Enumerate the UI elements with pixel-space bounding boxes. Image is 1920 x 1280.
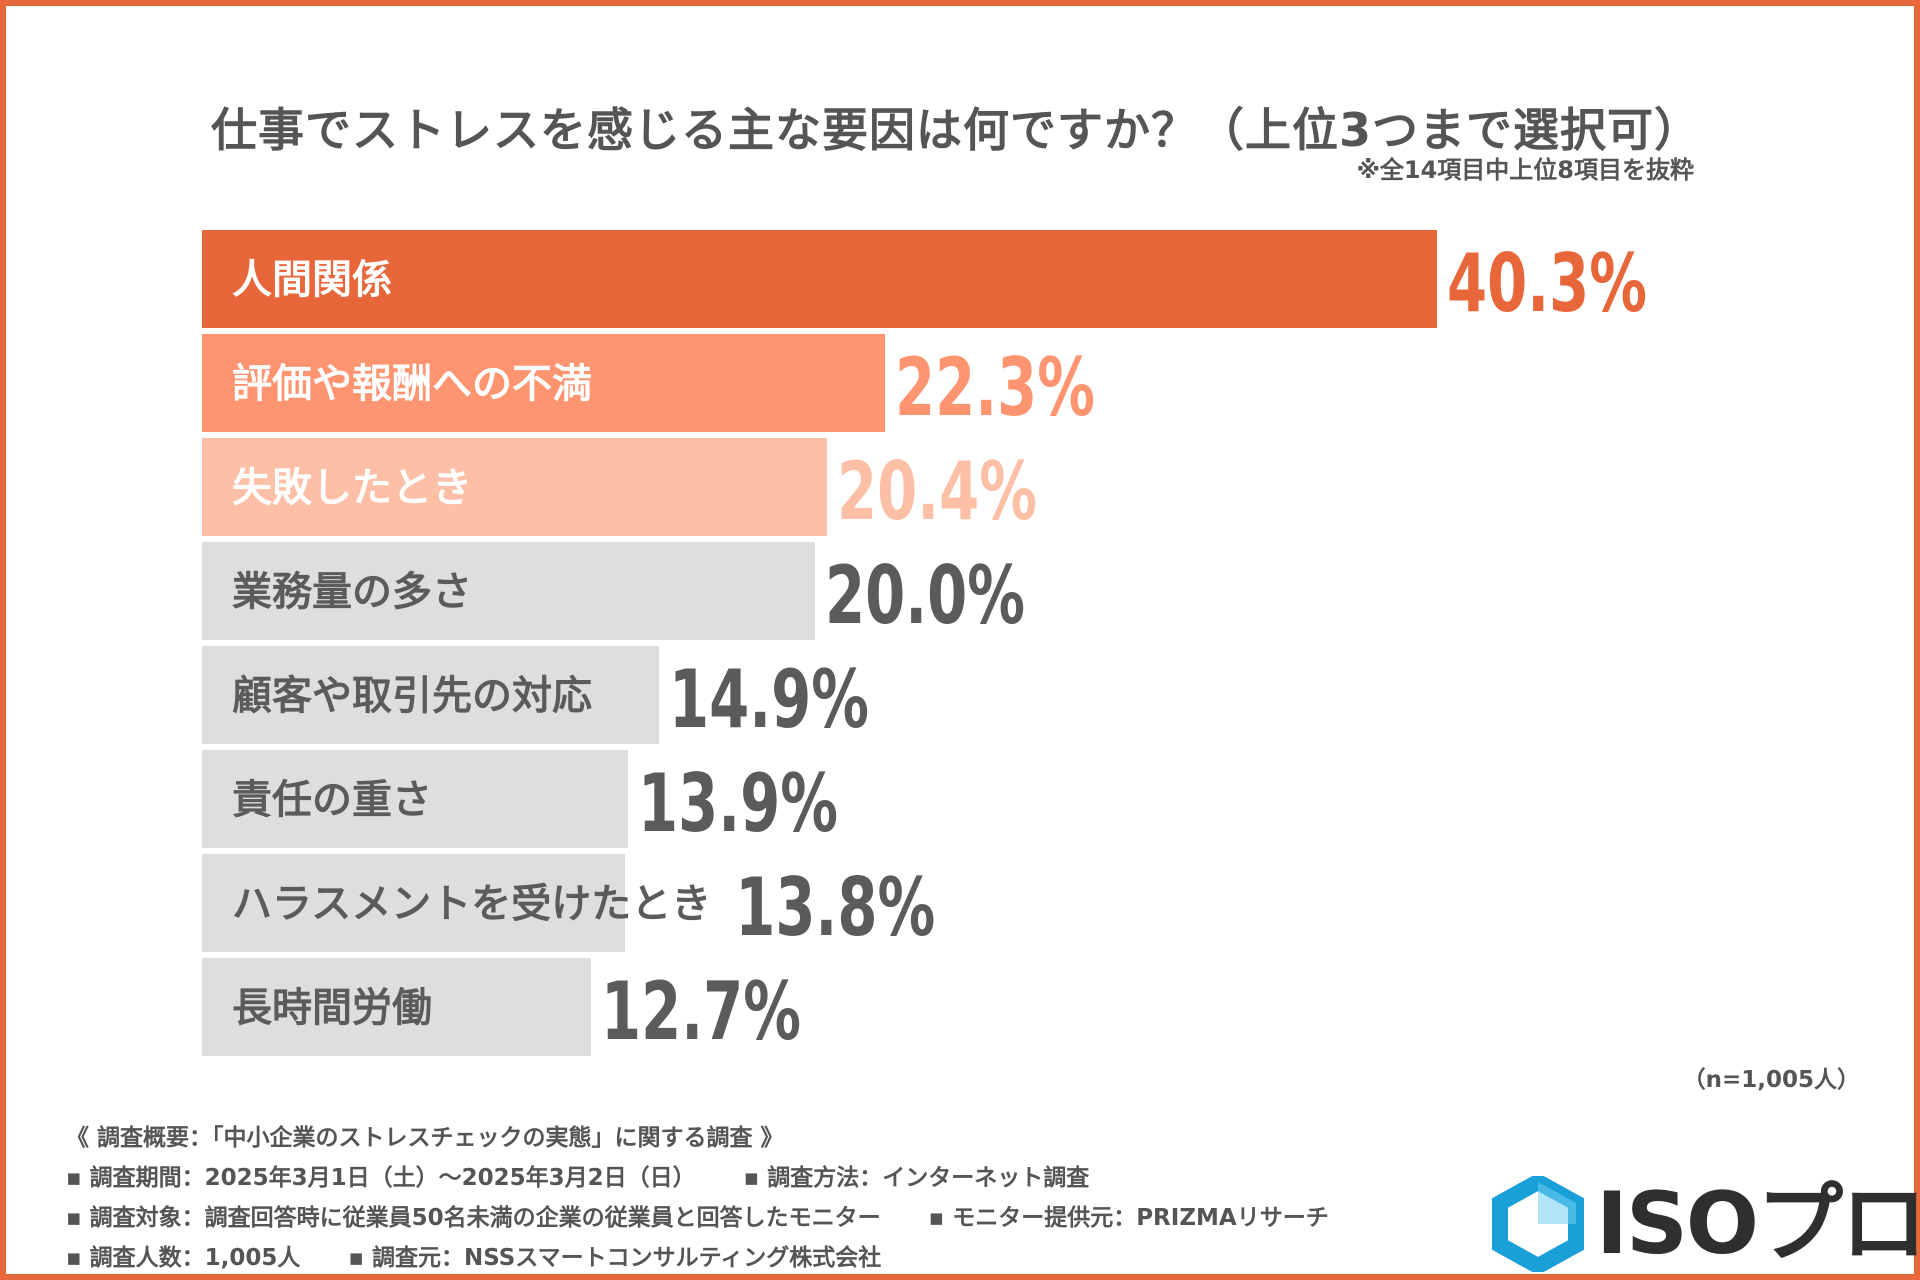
- bar-5: [202, 646, 659, 744]
- survey-line-1: ▪ 調査期間：2025年3月1日（土）～2025年3月2日（日） ▪ 調査方法：イ…: [66, 1158, 1329, 1198]
- bar-value-7: 13.8%: [735, 861, 935, 954]
- isopro-logo: ISOプロ: [1490, 1176, 1920, 1272]
- survey-line-3: ▪ 調査人数：1,005人 ▪ 調査元：NSSスマートコンサルティング株式会社: [66, 1238, 1329, 1278]
- bar-1: [202, 230, 1437, 328]
- bar-value-2: 22.3%: [895, 341, 1095, 434]
- survey-org: ▪ 調査元：NSSスマートコンサルティング株式会社: [348, 1245, 882, 1271]
- bar-value-8: 12.7%: [601, 965, 801, 1058]
- bar-label-6: 責任の重さ: [232, 777, 432, 823]
- survey-target: ▪ 調査対象：調査回答時に従業員50名未満の企業の従業員と回答したモニター: [66, 1205, 881, 1231]
- survey-summary: 《 調査概要：「中小企業のストレスチェックの実態」に関する調査 》 ▪ 調査期間…: [66, 1118, 1329, 1278]
- bar-label-5: 顧客や取引先の対応: [232, 673, 592, 719]
- bar-label-7: ハラスメントを受けたとき: [232, 881, 711, 927]
- bar-value-3: 20.4%: [837, 445, 1037, 538]
- bar-label-3: 失敗したとき: [232, 465, 472, 511]
- bar-8: [202, 958, 591, 1056]
- bar-4: [202, 542, 815, 640]
- logo-text: ISOプロ: [1596, 1174, 1920, 1274]
- bar-6: [202, 750, 628, 848]
- bar-2: [202, 334, 885, 432]
- bar-label-8: 長時間労働: [232, 985, 432, 1031]
- survey-heading: 《 調査概要：「中小企業のストレスチェックの実態」に関する調査 》: [66, 1125, 784, 1151]
- bar-label-1: 人間関係: [232, 257, 392, 303]
- hexagon-icon: [1492, 1176, 1584, 1272]
- bar-value-5: 14.9%: [669, 653, 869, 746]
- survey-provider: ▪ モニター提供元：PRIZMAリサーチ: [928, 1205, 1329, 1231]
- bar-7: [202, 854, 625, 952]
- bar-value-6: 13.9%: [638, 757, 838, 850]
- bar-label-4: 業務量の多さ: [232, 569, 472, 615]
- survey-method: ▪ 調査方法：インターネット調査: [743, 1165, 1090, 1191]
- bar-value-4: 20.0%: [825, 549, 1025, 642]
- chart-title: 仕事でストレスを感じる主な要因は何ですか？（上位3つまで選択可）: [210, 103, 1701, 157]
- survey-count: ▪ 調査人数：1,005人: [66, 1245, 301, 1271]
- bar-chart: 人間関係 40.3% 評価や報酬への不満 22.3% 失敗したとき 20.4% 業務量の多さ…: [202, 230, 1647, 1058]
- survey-line-2: ▪ 調査対象：調査回答時に従業員50名未満の企業の従業員と回答したモニター ▪ モ…: [66, 1198, 1329, 1238]
- sample-size-note: （n=1,005人）: [1682, 1067, 1860, 1093]
- bar-value-1: 40.3%: [1447, 237, 1647, 330]
- survey-period: ▪ 調査期間：2025年3月1日（土）～2025年3月2日（日）: [66, 1165, 696, 1191]
- bar-3: [202, 438, 827, 536]
- chart-subnote: ※全14項目中上位8項目を抜粋: [1356, 156, 1694, 184]
- bar-label-2: 評価や報酬への不満: [232, 361, 592, 407]
